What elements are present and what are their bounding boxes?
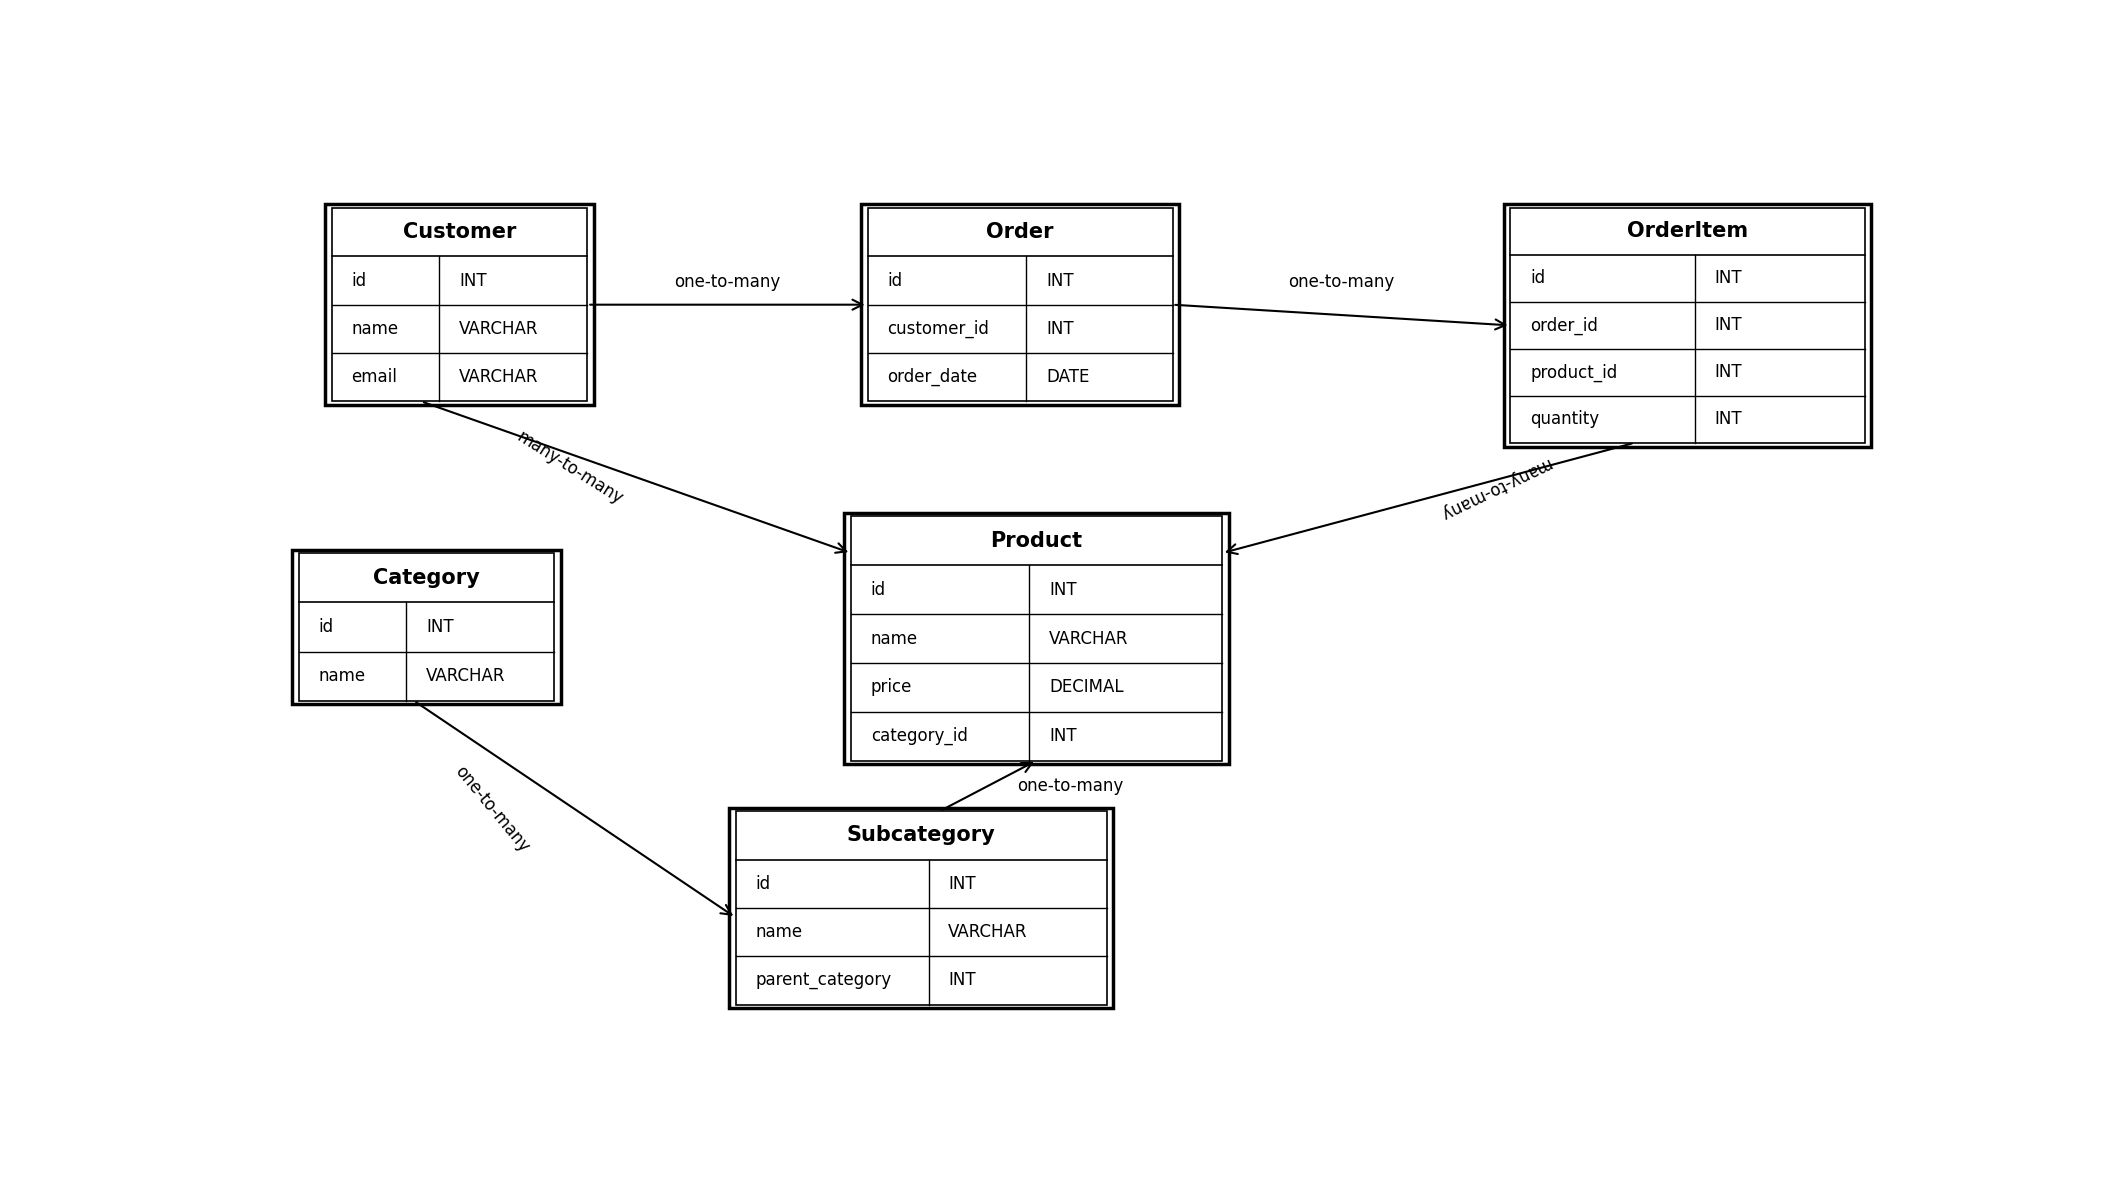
Text: one-to-many: one-to-many	[451, 763, 534, 856]
Text: id: id	[870, 581, 887, 599]
Text: one-to-many: one-to-many	[674, 273, 781, 291]
Text: many-to-many: many-to-many	[1436, 454, 1553, 523]
Bar	[332, 208, 587, 402]
Text: Category: Category	[372, 568, 481, 588]
Text: name: name	[351, 319, 398, 337]
Text: email: email	[351, 368, 398, 386]
Text: DATE: DATE	[1046, 368, 1089, 386]
Text: OrderItem: OrderItem	[1627, 221, 1748, 242]
Text: VARCHAR: VARCHAR	[425, 667, 506, 685]
Bar	[868, 208, 1172, 402]
Text: INT: INT	[1714, 364, 1742, 382]
Text: id: id	[755, 874, 770, 892]
Text: parent_category: parent_category	[755, 971, 891, 989]
Text: Order: Order	[987, 222, 1053, 242]
Text: order_id: order_id	[1529, 316, 1597, 335]
Text: quantity: quantity	[1529, 410, 1600, 428]
Bar	[730, 807, 1112, 1008]
Text: id: id	[1529, 269, 1546, 287]
Text: many-to-many: many-to-many	[515, 428, 627, 508]
Text: Subcategory: Subcategory	[847, 825, 995, 846]
Text: Customer: Customer	[402, 222, 517, 242]
Bar	[291, 550, 562, 704]
Text: id: id	[319, 618, 334, 636]
Text: VARCHAR: VARCHAR	[459, 368, 538, 386]
Text: INT: INT	[1714, 269, 1742, 287]
Bar	[1504, 205, 1872, 446]
Text: order_date: order_date	[887, 368, 978, 386]
Text: VARCHAR: VARCHAR	[1049, 629, 1129, 647]
Text: INT: INT	[459, 271, 487, 289]
Text: price: price	[870, 678, 912, 696]
Text: INT: INT	[1049, 581, 1076, 599]
Bar	[298, 554, 555, 701]
Text: DECIMAL: DECIMAL	[1049, 678, 1123, 696]
Text: category_id: category_id	[870, 727, 968, 745]
Bar	[325, 205, 593, 405]
Text: INT: INT	[1046, 319, 1074, 337]
Text: INT: INT	[1046, 271, 1074, 289]
Bar	[1510, 208, 1865, 443]
Bar	[736, 811, 1106, 1005]
Text: name: name	[755, 923, 802, 941]
Bar	[851, 517, 1221, 761]
Text: INT: INT	[949, 874, 976, 892]
Text: INT: INT	[949, 971, 976, 989]
Text: INT: INT	[1049, 727, 1076, 745]
Text: id: id	[887, 271, 902, 289]
Bar	[861, 205, 1178, 405]
Text: one-to-many: one-to-many	[1017, 777, 1123, 795]
Text: INT: INT	[1714, 410, 1742, 428]
Text: id: id	[351, 271, 366, 289]
Text: VARCHAR: VARCHAR	[949, 923, 1027, 941]
Text: product_id: product_id	[1529, 364, 1617, 382]
Text: VARCHAR: VARCHAR	[459, 319, 538, 337]
Text: one-to-many: one-to-many	[1289, 273, 1395, 291]
Text: customer_id: customer_id	[887, 319, 989, 338]
Bar	[844, 513, 1229, 764]
Text: name: name	[319, 667, 366, 685]
Text: INT: INT	[425, 618, 453, 636]
Text: Product: Product	[991, 531, 1083, 551]
Text: name: name	[870, 629, 919, 647]
Text: INT: INT	[1714, 317, 1742, 335]
